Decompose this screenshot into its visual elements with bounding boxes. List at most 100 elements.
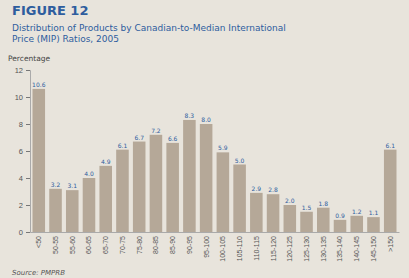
x-axis: <5050-5555-6060-6565-7070-7575-8080-8585… <box>31 233 400 262</box>
y-tick-label: 6 <box>19 147 23 156</box>
title: FIGURE 12 <box>12 3 88 18</box>
y-tick: 2 <box>19 201 30 210</box>
y-tick: 6 <box>19 147 30 156</box>
chart: FIGURE 12 Distribution of Products by Can… <box>0 0 409 278</box>
data-label: 8.0 <box>201 116 211 123</box>
data-label: 4.9 <box>101 158 111 165</box>
bar <box>284 205 297 232</box>
x-tick-label: 140-145 <box>353 236 360 262</box>
data-label: 1.2 <box>352 208 362 215</box>
bar <box>300 212 313 232</box>
y-tick-mark <box>26 178 30 179</box>
y-tick-label: 0 <box>19 228 23 237</box>
data-label: 1.1 <box>369 209 379 216</box>
bar <box>133 142 146 232</box>
data-label: 6.6 <box>168 135 178 142</box>
y-tick-mark <box>26 97 30 98</box>
x-tick-label: 65-70 <box>102 236 109 254</box>
data-label: 6.7 <box>134 134 144 141</box>
x-tick-label: 60-65 <box>85 236 92 254</box>
data-label: 2.9 <box>252 185 262 192</box>
x-tick-label: 110-115 <box>253 236 260 261</box>
y-axis-line <box>26 71 31 233</box>
bar <box>350 216 363 232</box>
x-axis-line <box>31 232 400 233</box>
y-axis: 0 2 4 6 8 10 12 <box>15 66 31 237</box>
data-labels: 10.63.23.14.04.96.16.77.26.68.38.05.95.0… <box>32 81 395 219</box>
bar <box>267 194 280 232</box>
x-tick-label: 115-120 <box>270 236 277 261</box>
x-tick-label: 120-125 <box>286 236 293 262</box>
x-tick: 90-95 <box>186 236 193 254</box>
data-label: 4.0 <box>84 170 94 177</box>
bar <box>116 150 129 232</box>
x-tick: 100-105 <box>219 236 226 262</box>
subtitle: Distribution of Products by Canadian-to-… <box>12 23 286 44</box>
y-tick-label: 8 <box>19 120 23 129</box>
x-tick: <50 <box>35 236 42 248</box>
bar <box>183 120 196 232</box>
y-tick: 4 <box>19 174 30 183</box>
x-tick-label: 75-80 <box>136 236 143 254</box>
data-label: 1.8 <box>319 200 329 207</box>
y-tick-mark <box>26 70 30 71</box>
data-label: 2.8 <box>268 186 278 193</box>
data-label: 8.3 <box>185 112 195 119</box>
y-tick-mark <box>26 232 30 233</box>
bar <box>334 220 347 232</box>
data-label: 3.1 <box>67 182 77 189</box>
y-tick: 8 <box>19 120 30 129</box>
data-label: 1.5 <box>302 204 312 211</box>
x-tick-label: 80-85 <box>152 236 159 254</box>
x-tick-label: 100-105 <box>219 236 226 262</box>
x-tick: 70-75 <box>119 236 126 254</box>
bar <box>250 193 263 232</box>
bar <box>83 178 96 232</box>
x-tick-label: 135-140 <box>336 236 343 262</box>
bar <box>150 135 163 232</box>
x-tick: 55-60 <box>69 236 76 254</box>
data-label: 5.0 <box>235 157 245 164</box>
bar <box>384 150 397 232</box>
x-tick-label: 95-100 <box>203 236 210 258</box>
x-tick-label: 70-75 <box>119 236 126 254</box>
bar <box>317 208 330 232</box>
x-tick: 140-145 <box>353 236 360 262</box>
bar <box>66 190 79 232</box>
y-tick-label: 4 <box>19 174 23 183</box>
x-tick: 145-150 <box>370 236 377 262</box>
y-tick-mark <box>26 151 30 152</box>
bar <box>99 166 112 232</box>
x-tick-label: 145-150 <box>370 236 377 262</box>
data-label: 6.1 <box>385 142 395 149</box>
bar <box>217 152 230 232</box>
data-label: 5.9 <box>218 144 228 151</box>
data-label: 2.0 <box>285 197 295 204</box>
y-tick: 10 <box>15 93 30 102</box>
bar <box>49 189 62 232</box>
y-tick-mark <box>26 205 30 206</box>
y-axis-title: Percentage <box>8 54 51 63</box>
x-tick: 75-80 <box>136 236 143 254</box>
bar <box>166 143 179 232</box>
data-label: 10.6 <box>32 81 46 88</box>
y-tick: 12 <box>15 66 30 75</box>
x-tick: 65-70 <box>102 236 109 254</box>
x-tick-label: 50-55 <box>52 236 59 254</box>
y-tick-label: 2 <box>19 201 23 210</box>
x-tick: 125-130 <box>303 236 310 262</box>
x-tick: 105-110 <box>236 236 243 261</box>
x-tick-label: >150 <box>387 236 394 252</box>
x-tick-label: 105-110 <box>236 236 243 261</box>
y-tick: 0 <box>19 228 30 237</box>
data-label: 6.1 <box>118 142 128 149</box>
data-label: 7.2 <box>151 127 161 134</box>
x-tick: 95-100 <box>203 236 210 258</box>
x-tick-label: 125-130 <box>303 236 310 262</box>
bar <box>33 89 46 232</box>
bar <box>233 165 246 233</box>
y-tick-label: 10 <box>15 93 23 102</box>
x-tick: 50-55 <box>52 236 59 254</box>
bar <box>367 217 380 232</box>
x-tick: 120-125 <box>286 236 293 262</box>
